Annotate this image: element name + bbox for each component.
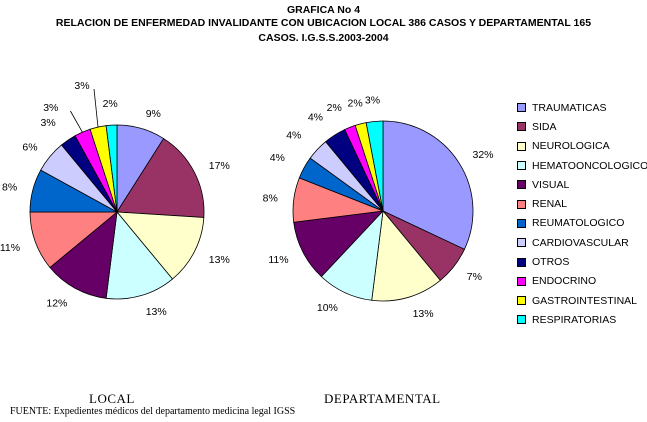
pie-label-departamental-8: 4%: [308, 111, 323, 123]
pie-label-departamental-5: 8%: [263, 193, 278, 205]
pie-label-departamental-10: 2%: [348, 98, 363, 110]
pie-local: 9% 17% 13% 13% 12% 11% 8% 6% 3% 3% 3% 2%: [0, 80, 230, 318]
legend-label: ENDOCRINO: [532, 275, 597, 288]
chart-subtitle-2: CASOS. I.G.S.S.2003-2004: [258, 32, 389, 44]
pie-label-departamental-2: 13%: [413, 308, 434, 320]
pie-label-departamental-3: 10%: [317, 302, 338, 314]
legend-swatch: [517, 238, 526, 248]
pie-label-departamental-0: 32%: [473, 149, 494, 161]
legend-swatch: [517, 141, 526, 151]
pie-label-local-10: 3%: [74, 80, 89, 92]
pie-label-local-11: 2%: [103, 98, 118, 110]
pie-label-local-3: 13%: [146, 306, 167, 318]
pie-label-local-1: 17%: [209, 160, 230, 172]
pie-departamental: 32%7%13%10%11%8%4%4%4%2% 2% 3%: [263, 95, 494, 320]
legend-label: CARDIOVASCULAR: [532, 236, 629, 249]
leader-line-local-9: [70, 110, 83, 133]
legend-swatch: [517, 218, 526, 228]
pie-label-local-8: 3%: [41, 117, 56, 129]
pie-label-departamental-7: 4%: [286, 129, 301, 141]
pie-label-local-6: 8%: [2, 181, 17, 193]
legend-label: NEUROLOGICA: [532, 140, 610, 153]
legend-item-gastrointestinal: GASTROINTESTINAL: [517, 291, 647, 310]
pie-slice-local-3: [105, 211, 174, 300]
legend-item-endocrino: ENDOCRINO: [517, 272, 647, 291]
pie-label-departamental-6: 4%: [270, 152, 285, 164]
pie-label-local-0: 9%: [146, 108, 161, 120]
chart-subtitle: RELACION DE ENFERMEDAD INVALIDANTE CON U…: [55, 17, 592, 29]
legend-label: SIDA: [532, 120, 557, 133]
legend-item-neurologica: NEUROLOGICA: [517, 137, 647, 156]
legend-swatch: [517, 199, 526, 209]
legend-label: REUMATOLOGICO: [532, 217, 625, 230]
pie-slice-departamental-2: [371, 210, 441, 302]
legend-label: GASTROINTESTINAL: [532, 294, 638, 307]
pie-slice-departamental-0: [382, 120, 474, 250]
pie-label-local-9: 3%: [43, 102, 58, 114]
leader-line-local-10: [93, 88, 99, 128]
legend-item-hematooncologico: HEMATOONCOLOGICO: [517, 156, 647, 175]
pie-slice-departamental-11: [365, 120, 384, 212]
legend-swatch: [517, 276, 526, 286]
legend-swatch: [517, 315, 526, 325]
pie-label-local-2: 13%: [209, 254, 230, 266]
legend-swatch: [517, 122, 526, 132]
legend-swatch: [517, 161, 526, 171]
legend-item-sida: SIDA: [517, 117, 647, 136]
pie-label-local-5: 11%: [0, 242, 20, 254]
pie-label-local-7: 6%: [22, 141, 37, 153]
pie-slice-local-1: [116, 137, 205, 218]
pie-label-departamental-1: 7%: [467, 271, 482, 283]
legend-swatch: [517, 180, 526, 190]
legend-label: RESPIRATORIAS: [532, 313, 617, 326]
legend-item-renal: RENAL: [517, 194, 647, 213]
pie-label-local-4: 12%: [46, 297, 67, 309]
legend-label: OTROS: [532, 256, 570, 269]
legend-item-reumatologico: REUMATOLOGICO: [517, 214, 647, 233]
pie-slice-local-2: [116, 211, 205, 280]
legend-item-visual: VISUAL: [517, 175, 647, 194]
pie-label-departamental-4: 11%: [268, 254, 288, 266]
chart-title: GRAFICA No 4: [286, 4, 361, 16]
pie-caption-local: LOCAL: [89, 391, 135, 406]
source-note: FUENTE: Expedientes médicos del departam…: [10, 406, 296, 417]
legend-label: TRAUMATICAS: [532, 101, 607, 114]
legend-swatch: [517, 296, 526, 306]
pie-slice-local-11: [105, 124, 118, 213]
legend-label: RENAL: [532, 198, 568, 211]
legend: TRAUMATICAS SIDA NEUROLOGICA HEMATOONCOL…: [517, 98, 647, 330]
legend-swatch: [517, 103, 526, 113]
legend-label: VISUAL: [532, 178, 570, 191]
pie-caption-departamental: DEPARTAMENTAL: [324, 391, 441, 406]
legend-item-cardiovascular: CARDIOVASCULAR: [517, 233, 647, 252]
pie-label-departamental-9: 2%: [327, 102, 342, 114]
pie-slice-local-4: [49, 211, 118, 299]
legend-item-otros: OTROS: [517, 252, 647, 271]
legend-item-respiratorias: RESPIRATORIAS: [517, 310, 647, 329]
legend-item-traumaticas: TRAUMATICAS: [517, 98, 647, 117]
pie-label-departamental-11: 3%: [365, 95, 380, 107]
legend-label: HEMATOONCOLOGICO: [532, 159, 647, 172]
legend-swatch: [517, 257, 526, 267]
